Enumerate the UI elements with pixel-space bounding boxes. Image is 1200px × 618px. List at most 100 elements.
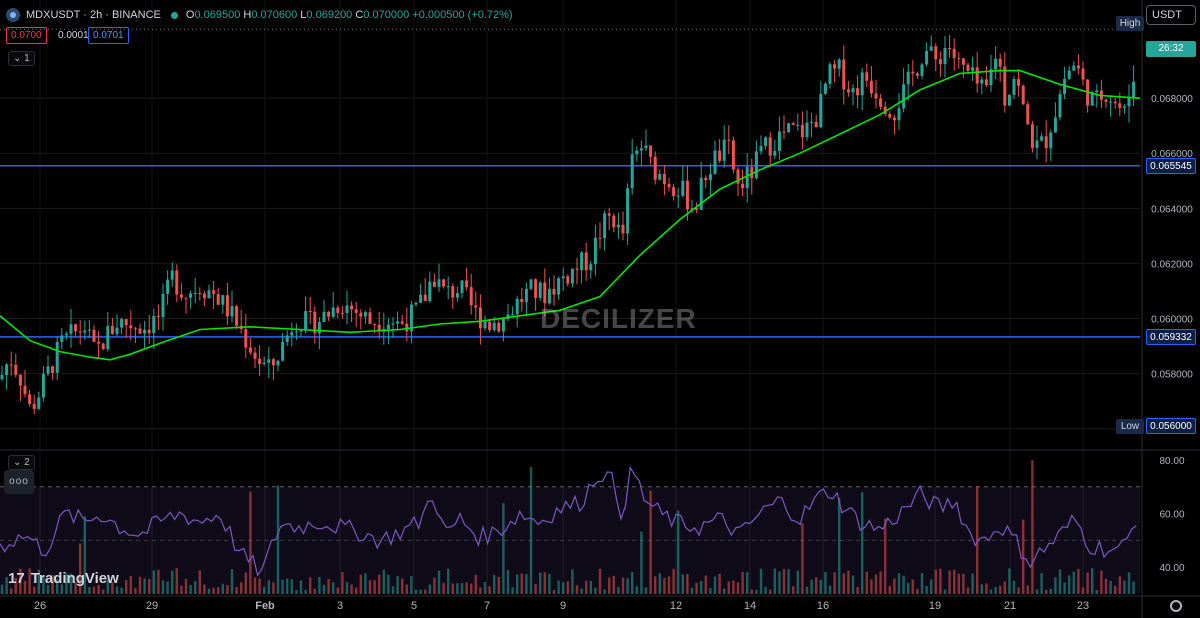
volume-bar [976,486,979,594]
candle-body [41,373,45,398]
candle-body [290,332,294,336]
candle-body [304,310,308,331]
bar-countdown: 26:32 [1146,41,1196,57]
volume-bar [424,589,427,594]
candle-body [975,67,979,84]
volume-bar [1049,588,1052,594]
candle-body [340,312,344,314]
symbol-legend[interactable]: MDXUSDT · 2h · BINANCE O 0.069500 H 0.0706… [6,6,513,24]
candle-body [892,117,896,121]
candle-body [1017,79,1021,86]
candle-body [1113,101,1117,104]
candle-body [616,224,620,228]
time-tick-label: 14 [744,600,756,612]
volume-bar [134,588,137,594]
volume-bar [194,581,197,594]
volume-bar [1081,587,1085,594]
time-axis: 26 29 Feb 3 5 7 9 12 14 16 19 21 23 [34,600,1089,612]
candle-body [911,71,915,74]
candle-body [704,177,708,181]
candle-body [55,341,59,373]
time-tick-label: 9 [560,600,566,612]
volume-bar [286,578,289,594]
volume-bar [355,587,358,594]
tradingview-logo[interactable]: 17 TradingView [8,570,119,587]
candle-body [1012,79,1016,95]
candle-body [409,304,413,332]
candle-body [359,312,363,317]
candle-body [437,279,441,287]
symbol-title[interactable]: MDXUSDT · 2h · BINANCE [26,9,161,21]
volume-bar [221,583,224,594]
volume-bar [483,582,487,594]
volume-bar [217,587,220,594]
candle-body [405,323,409,332]
candle-body [51,366,55,373]
volume-bar [562,582,565,594]
volume-bar [1072,571,1075,594]
candle-body [603,213,607,239]
volume-bar [1109,580,1112,594]
level-lower-tag[interactable]: 0.059332 [1146,328,1196,345]
low-marker-label: Low [1116,419,1144,434]
candle-body [948,48,952,50]
volume-bar [608,577,611,594]
rsi-pane-collapse-button[interactable]: ⌄ 2 [8,455,35,470]
candle-body [488,321,492,331]
rsi-tick-label: 40.00 [1159,563,1184,574]
rsi-tick-label: 60.00 [1159,510,1184,521]
candle-body [888,113,892,118]
candle-body [133,328,137,330]
volume-bar [704,575,707,594]
candle-body [202,293,206,299]
candle-body [713,150,717,175]
candle-body [842,59,846,90]
candle-body [644,145,648,149]
rsi-line [0,465,1137,577]
candle-body [124,319,128,326]
more-options-button[interactable]: ooo [4,470,34,494]
volume-bar [1017,587,1020,594]
sell-price-button[interactable]: 0.0700 [6,27,47,44]
candle-body [460,280,464,294]
candle-body [248,347,252,353]
candle-body [276,360,280,366]
open-label: O [185,9,195,21]
buy-price-button[interactable]: 0.0701 [88,27,129,44]
volume-bar [994,587,997,594]
candle-body [244,329,248,348]
candle-body [800,124,804,138]
time-tick-label: Feb [255,600,275,612]
volume-bar [1035,589,1039,594]
volume-bar [111,582,114,594]
candle-body [685,180,689,210]
volume-bar [916,588,919,594]
price-tick-label: 0.062000 [1151,259,1193,270]
candle-body [584,252,588,271]
candle-body [938,59,942,65]
candle-body [1072,65,1076,71]
volume-bar [198,570,201,594]
main-pane-collapse-button[interactable]: ⌄ 1 [8,51,35,66]
candle-body [773,150,777,156]
candle-body [980,79,984,84]
settings-gear-icon[interactable] [1170,600,1182,612]
volume-bar [456,583,459,594]
volume-bar [65,573,68,594]
candle-body [791,123,795,125]
volume-bar [378,574,381,594]
candle-body [262,362,266,365]
candle-body [943,48,947,65]
candle-body [478,307,482,329]
candle-body [1104,99,1108,102]
volume-bar [695,582,698,594]
volume-bar [405,584,408,594]
candle-body [952,48,956,58]
level-upper-tag[interactable]: 0.065545 [1146,157,1196,174]
candle-body [787,123,791,133]
candle-body [994,58,998,70]
volume-bar [433,577,436,594]
volume-bar [796,570,799,594]
currency-select[interactable]: USDT [1146,5,1196,25]
